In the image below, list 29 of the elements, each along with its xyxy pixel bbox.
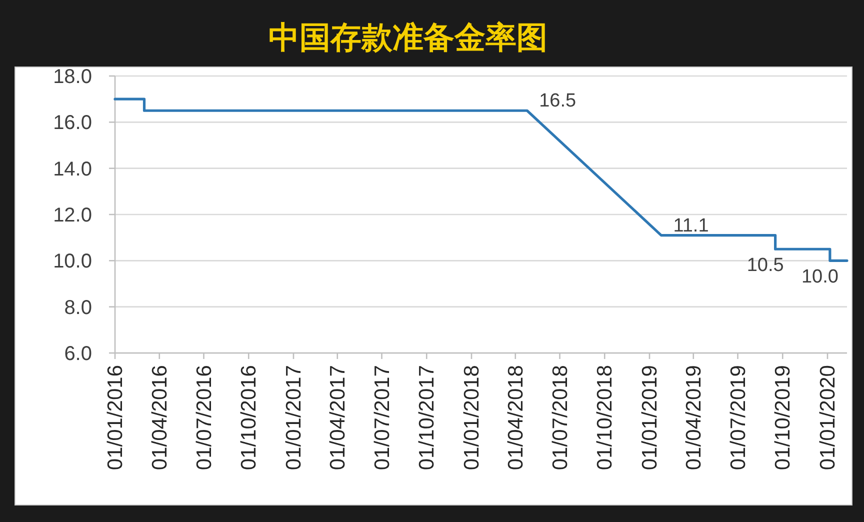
y-tick-label: 12.0 — [53, 204, 92, 226]
x-tick-label: 01/01/2018 — [460, 365, 484, 470]
x-tick-label: 01/07/2019 — [726, 365, 750, 470]
y-tick-label: 8.0 — [64, 296, 92, 319]
x-tick-label: 01/04/2019 — [682, 365, 706, 470]
x-tick-label: 01/07/2017 — [370, 365, 394, 470]
y-tick-label: 14.0 — [53, 158, 92, 180]
x-tick-label: 01/01/2019 — [638, 365, 662, 470]
data-label: 11.1 — [673, 215, 709, 236]
x-tick-label: 01/07/2016 — [192, 365, 216, 470]
x-tick-label: 01/01/2020 — [816, 365, 840, 470]
y-tick-label: 18.0 — [53, 66, 92, 88]
y-tick-label: 10.0 — [53, 250, 92, 273]
x-tick-label: 01/04/2017 — [326, 365, 350, 470]
data-label: 16.5 — [539, 90, 576, 112]
data-label: 10.0 — [801, 266, 838, 288]
data-label: 10.5 — [746, 255, 784, 276]
x-tick-label: 01/10/2016 — [238, 365, 261, 470]
x-tick-label: 01/10/2017 — [416, 365, 439, 470]
y-tick-label: 6.0 — [64, 343, 92, 365]
y-tick-label: 16.0 — [53, 112, 92, 134]
x-tick-label: 01/07/2018 — [548, 365, 572, 470]
x-tick-label: 01/01/2016 — [104, 365, 127, 470]
chart-title: 中国存款准备金率图 — [268, 20, 548, 56]
x-tick-label: 01/01/2017 — [282, 365, 306, 470]
x-tick-label: 01/04/2016 — [148, 365, 172, 470]
x-tick-label: 01/10/2018 — [594, 365, 617, 470]
x-tick-label: 01/10/2019 — [772, 365, 795, 470]
x-tick-label: 01/04/2018 — [504, 365, 528, 470]
